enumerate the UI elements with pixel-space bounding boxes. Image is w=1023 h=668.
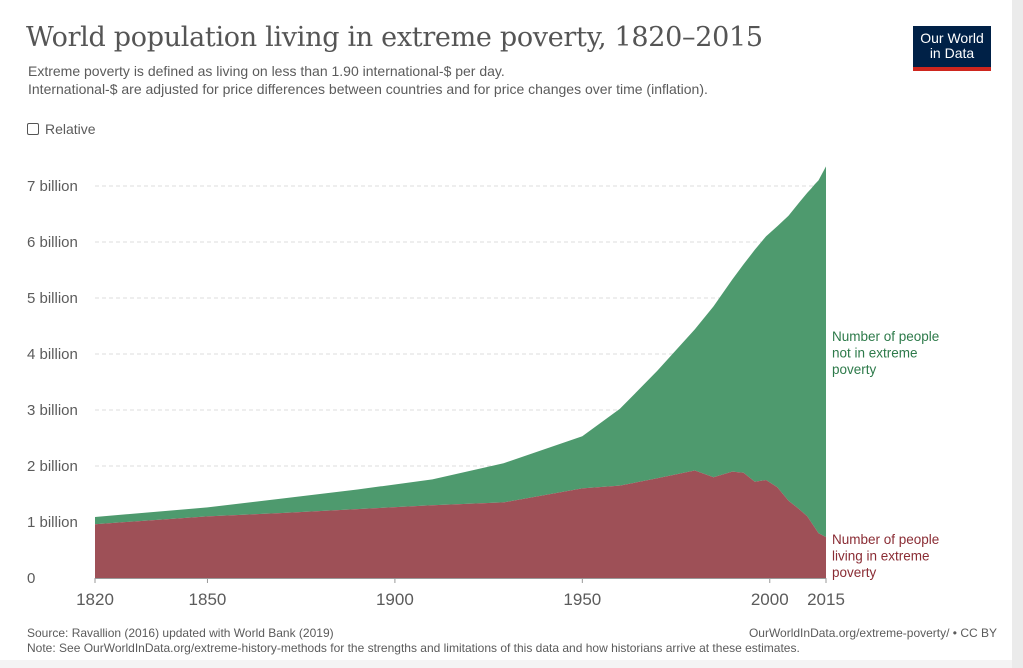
source-text: Source: Ravallion (2016) updated with Wo…: [27, 626, 334, 640]
y-tick-label: 7 billion: [27, 178, 78, 195]
relative-toggle[interactable]: Relative: [27, 121, 96, 137]
subtitle-line-2: International-$ are adjusted for price d…: [28, 81, 708, 97]
y-tick-label: 1 billion: [27, 514, 78, 531]
y-tick-label: 0: [27, 570, 35, 587]
area-series: [95, 166, 826, 578]
source-url-link[interactable]: OurWorldInData.org/extreme-poverty/ • CC…: [748, 626, 997, 640]
area-in-poverty: [95, 470, 826, 578]
y-tick-label: 6 billion: [27, 234, 78, 251]
x-tick-label: 1820: [76, 590, 114, 609]
x-axis-ticks: 1820 1850 1900 1950 2000 2015: [76, 578, 845, 609]
subtitle-line-1: Extreme poverty is defined as living on …: [28, 63, 505, 79]
label-in-poverty: Number of people: [832, 532, 939, 547]
label-not-in-poverty: poverty: [832, 362, 877, 377]
chart-title: World population living in extreme pover…: [26, 22, 763, 53]
label-in-poverty: living in extreme: [832, 549, 930, 564]
gridlines: [95, 185, 826, 523]
y-tick-label: 5 billion: [27, 290, 78, 307]
y-axis-ticks: 0 1 billion 2 billion 3 billion 4 billion 5 b…: [27, 178, 78, 587]
x-tick-label: 2000: [751, 590, 789, 609]
logo-line-2: in Data: [929, 45, 975, 61]
relative-toggle-label: Relative: [45, 121, 96, 137]
x-tick-label: 1950: [563, 590, 601, 609]
poverty-area-chart: 0 1 billion 2 billion 3 billion 4 billion 5 b…: [27, 166, 939, 609]
y-tick-label: 4 billion: [27, 346, 78, 363]
chart-subtitle: Extreme poverty is defined as living on …: [28, 62, 888, 98]
label-in-poverty: poverty: [832, 565, 877, 580]
y-tick-label: 2 billion: [27, 458, 78, 475]
label-not-in-poverty: Number of people: [832, 329, 939, 344]
owid-logo[interactable]: Our World in Data: [913, 26, 991, 71]
logo-line-1: Our World: [920, 30, 984, 46]
x-tick-label: 1900: [376, 590, 414, 609]
note-text: Note: See OurWorldInData.org/extreme-his…: [27, 641, 800, 655]
area-not-in-poverty: [95, 166, 826, 538]
checkbox-icon[interactable]: [27, 123, 39, 135]
label-not-in-poverty: not in extreme: [832, 346, 918, 361]
y-tick-label: 3 billion: [27, 402, 78, 419]
chart-footer: Source: Ravallion (2016) updated with Wo…: [27, 626, 997, 656]
x-tick-label: 2015: [807, 590, 845, 609]
x-tick-label: 1850: [189, 590, 227, 609]
bottom-strip: [0, 660, 1012, 668]
